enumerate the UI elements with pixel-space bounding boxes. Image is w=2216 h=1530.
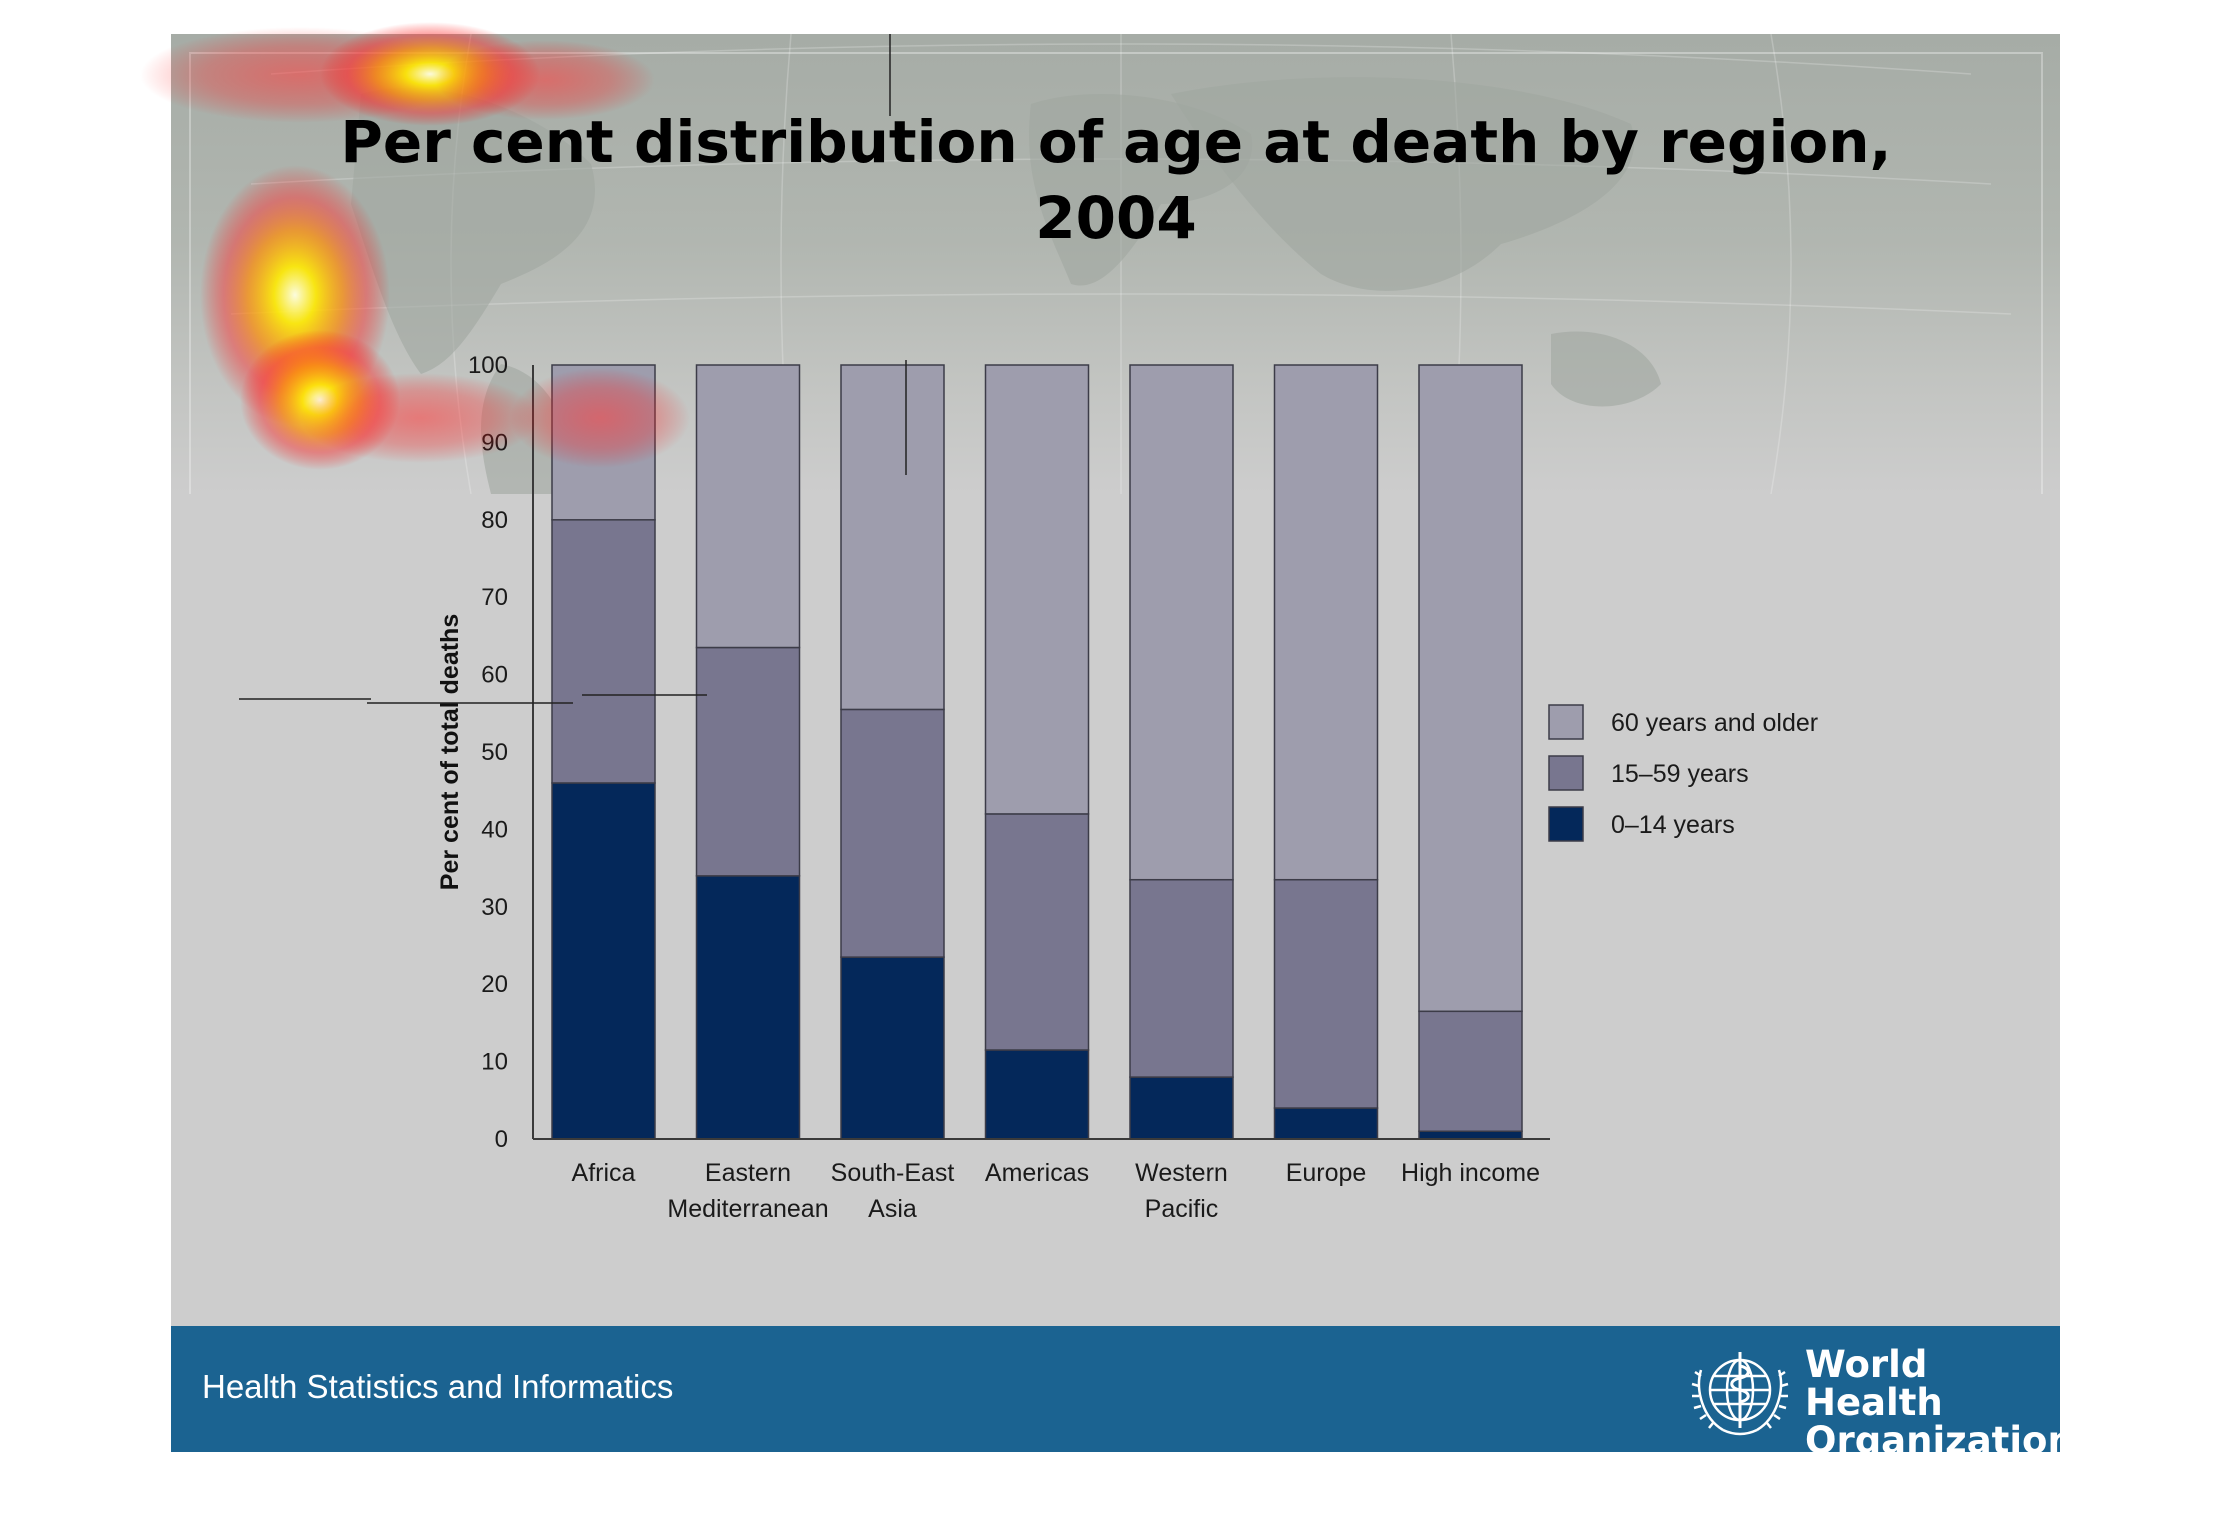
bar-0-1: [695, 875, 801, 1140]
who-name-line-1: World Health: [1805, 1343, 1943, 1424]
legend-swatch: [1548, 755, 1584, 791]
bar-1-2: [840, 708, 945, 958]
bar-0-2: [840, 956, 945, 1140]
y-tick-label: 90: [481, 429, 508, 456]
x-tick-label: Americas: [985, 1159, 1089, 1187]
x-tick-label: Pacific: [1145, 1195, 1219, 1223]
y-axis-label: Per cent of total deaths: [436, 614, 464, 890]
legend-swatch: [1548, 704, 1584, 740]
x-tick-label: Mediterranean: [667, 1195, 828, 1223]
bar-2-1: [695, 364, 801, 649]
x-tick-label: South-East: [831, 1159, 955, 1187]
y-tick-label: 40: [481, 816, 508, 843]
y-tick-label: 100: [468, 352, 508, 379]
bar-0-5: [1273, 1107, 1379, 1140]
footer-bar: Health Statistics and Informatics World …: [171, 1326, 2060, 1452]
bar-0-4: [1129, 1076, 1234, 1140]
bar-2-2: [840, 364, 945, 711]
legend: 60 years and older 15–59 years 0–14 years: [1548, 704, 1818, 842]
legend-label: 60 years and older: [1611, 709, 1818, 737]
annotation-lines: [239, 34, 907, 704]
bar-1-5: [1273, 878, 1379, 1109]
x-tick-label: Africa: [572, 1159, 636, 1187]
y-tick-label: 30: [481, 894, 508, 921]
footer-text: Health Statistics and Informatics: [202, 1368, 674, 1405]
x-tick-label: Asia: [868, 1195, 917, 1223]
bar-0-0: [551, 782, 656, 1140]
bar-1-4: [1129, 878, 1234, 1078]
bar-1-3: [984, 813, 1090, 1051]
bar-2-0: [551, 364, 656, 521]
bar-2-4: [1129, 364, 1234, 881]
title-line-2: 2004: [1035, 184, 1197, 252]
bar-1-6: [1418, 1010, 1523, 1133]
y-tick-label: 10: [481, 1049, 508, 1076]
bar-0-6: [1418, 1130, 1523, 1140]
bar-1-0: [551, 519, 656, 784]
y-tick-label: 80: [481, 507, 508, 534]
legend-label: 15–59 years: [1611, 760, 1749, 788]
x-tick-label: Europe: [1286, 1159, 1367, 1187]
x-tick-label: Western: [1135, 1159, 1228, 1187]
y-tick-label: 50: [481, 739, 508, 766]
bar-2-6: [1418, 364, 1523, 1013]
legend-swatch: [1548, 806, 1584, 842]
stacked-bar-chart: 0 10 20 30 40 50 60 70 80 90 100 Africa Eastern Medi…: [239, 34, 1818, 1223]
bar-1-1: [695, 646, 801, 877]
y-tick-label: 60: [481, 662, 508, 689]
x-tick-label: High income: [1401, 1159, 1540, 1187]
bar-2-5: [1273, 364, 1379, 881]
y-tick-label: 20: [481, 971, 508, 998]
slide-frame: [189, 52, 2043, 494]
bar-0-3: [984, 1049, 1090, 1140]
bars-layer: [551, 364, 1523, 1140]
legend-label: 0–14 years: [1611, 811, 1735, 839]
slide: Per cent distribution of age at death by…: [171, 34, 2060, 1452]
y-tick-labels: 0 10 20 30 40 50 60 70 80 90 100: [468, 352, 508, 1153]
who-wordmark: World Health Organization: [1805, 1343, 2060, 1453]
bar-2-3: [984, 364, 1090, 815]
y-tick-label: 0: [495, 1126, 508, 1153]
y-tick-label: 70: [481, 584, 508, 611]
x-tick-label: Eastern: [705, 1159, 791, 1187]
who-name-line-2: Organization: [1805, 1419, 2060, 1453]
who-emblem-icon: [1691, 1352, 1789, 1436]
